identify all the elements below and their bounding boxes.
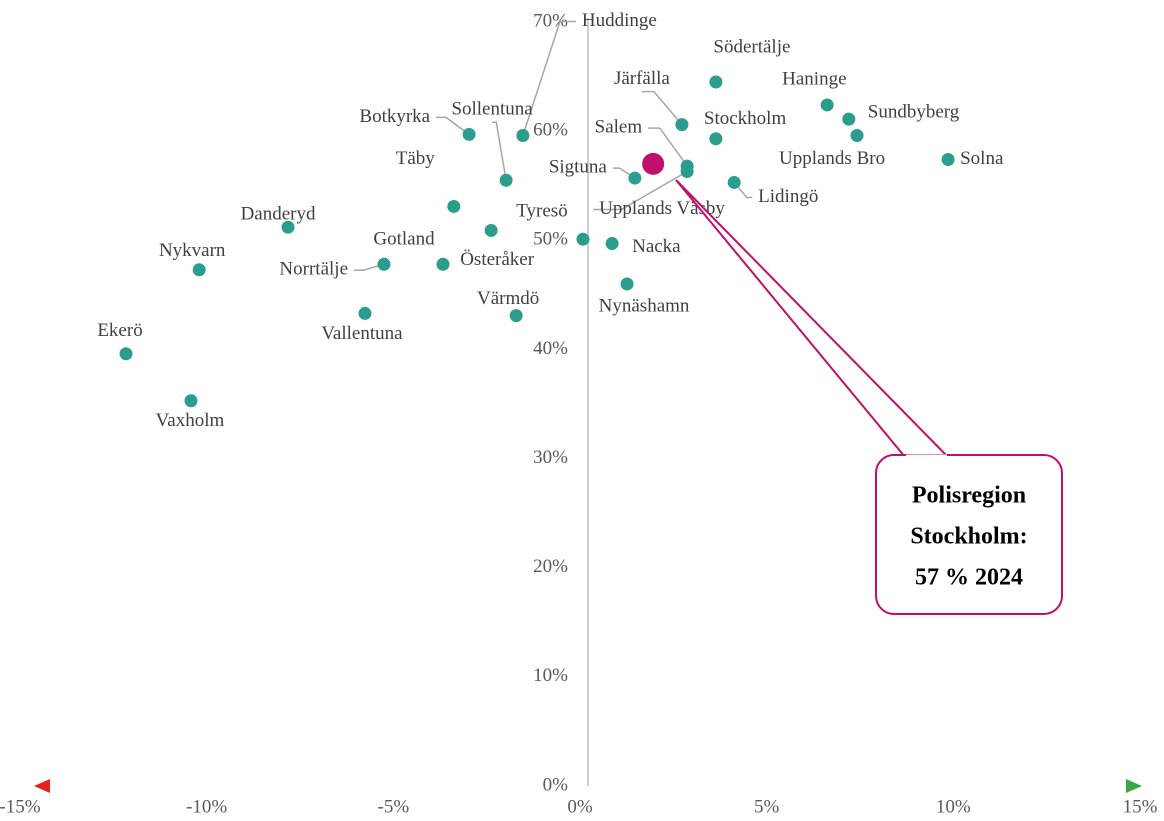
- point-label: Huddinge: [582, 10, 657, 31]
- x-tick-label: 5%: [754, 796, 780, 817]
- point: [680, 165, 694, 179]
- point-label: Vaxholm: [156, 410, 225, 431]
- point-label: Sigtuna: [549, 156, 608, 177]
- point: [119, 347, 133, 361]
- x-tick-label: -15%: [0, 796, 41, 817]
- point-label: Nacka: [632, 236, 681, 257]
- point-label: Täby: [396, 148, 436, 169]
- point: [436, 257, 450, 271]
- point: [727, 175, 741, 189]
- annotation-line: Polisregion: [912, 483, 1026, 509]
- leader-line: [522, 20, 576, 136]
- y-tick-label: 10%: [533, 665, 568, 686]
- point-label: Salem: [595, 116, 643, 137]
- y-tick-label: 60%: [533, 120, 568, 141]
- point-label: Norrtälje: [279, 259, 348, 280]
- point: [850, 129, 864, 143]
- x-tick-label: 0%: [567, 796, 593, 817]
- point-label: Tyresö: [516, 201, 567, 222]
- point: [820, 98, 834, 112]
- x-tick-label: 15%: [1123, 796, 1158, 817]
- point-label: Ekerö: [97, 320, 142, 341]
- leader-line: [593, 170, 688, 211]
- leader-line: [733, 181, 753, 199]
- point: [377, 257, 391, 271]
- point: [842, 112, 856, 126]
- y-tick-label: 50%: [533, 229, 568, 250]
- point: [605, 237, 619, 251]
- point: [628, 171, 642, 185]
- point: [499, 173, 513, 187]
- point-label: Lidingö: [758, 186, 818, 207]
- point: [447, 199, 461, 213]
- point: [709, 132, 723, 146]
- point-label: Stockholm: [704, 108, 787, 129]
- point-label: Sollentuna: [451, 99, 533, 120]
- leader-line: [648, 127, 688, 167]
- point-label: Nynäshamn: [599, 295, 690, 316]
- point-label: Sundbyberg: [868, 101, 960, 122]
- point-label: Järfälla: [614, 68, 670, 89]
- point-label: Nykvarn: [159, 240, 226, 261]
- callout: Polisregion Stockholm: 57 % 2024: [675, 179, 1063, 615]
- y-tick-label: 40%: [533, 338, 568, 359]
- point-label: Danderyd: [241, 204, 316, 225]
- point: [675, 118, 689, 132]
- point-label: Botkyrka: [359, 106, 430, 127]
- callout-pointer: [675, 179, 951, 458]
- annotation-line: Stockholm:: [910, 524, 1027, 550]
- y-tick-label: 30%: [533, 447, 568, 468]
- point-label: Vallentuna: [321, 323, 403, 344]
- axes: [34, 18, 1142, 793]
- leader-line: [436, 116, 470, 136]
- x-tick-label: -5%: [378, 796, 410, 817]
- arrow-head-left: [34, 779, 50, 793]
- arrow-head-right: [1126, 779, 1142, 793]
- point: [941, 153, 955, 167]
- point: [620, 277, 634, 291]
- point: [192, 263, 206, 277]
- leader-line: [492, 121, 507, 181]
- point: [484, 223, 498, 237]
- leader-line: [354, 263, 385, 272]
- point-label: Södertälje: [713, 36, 790, 57]
- y-tick-label: 20%: [533, 556, 568, 577]
- annotation-line: 57 % 2024: [915, 565, 1023, 591]
- point-label: Solna: [960, 148, 1004, 169]
- x-tick-label: -10%: [186, 796, 227, 817]
- point: [709, 75, 723, 89]
- point-label: Gotland: [373, 229, 435, 250]
- highlight-point: [642, 152, 665, 175]
- point: [184, 394, 198, 408]
- point-label: Österåker: [460, 249, 535, 270]
- point: [516, 129, 530, 143]
- y-tick-label: 70%: [533, 10, 568, 31]
- point-label: Värmdö: [477, 288, 539, 309]
- y-tick-label: 0%: [543, 774, 569, 795]
- callout-box: [875, 454, 1063, 615]
- point: [358, 306, 372, 320]
- x-tick-label: 10%: [936, 796, 971, 817]
- point: [281, 220, 295, 234]
- point-label: Haninge: [782, 68, 846, 89]
- point: [509, 309, 523, 323]
- point: [576, 232, 590, 246]
- leader-line: [641, 90, 683, 126]
- point-label: Upplands Bro: [779, 148, 885, 169]
- point: [462, 127, 476, 141]
